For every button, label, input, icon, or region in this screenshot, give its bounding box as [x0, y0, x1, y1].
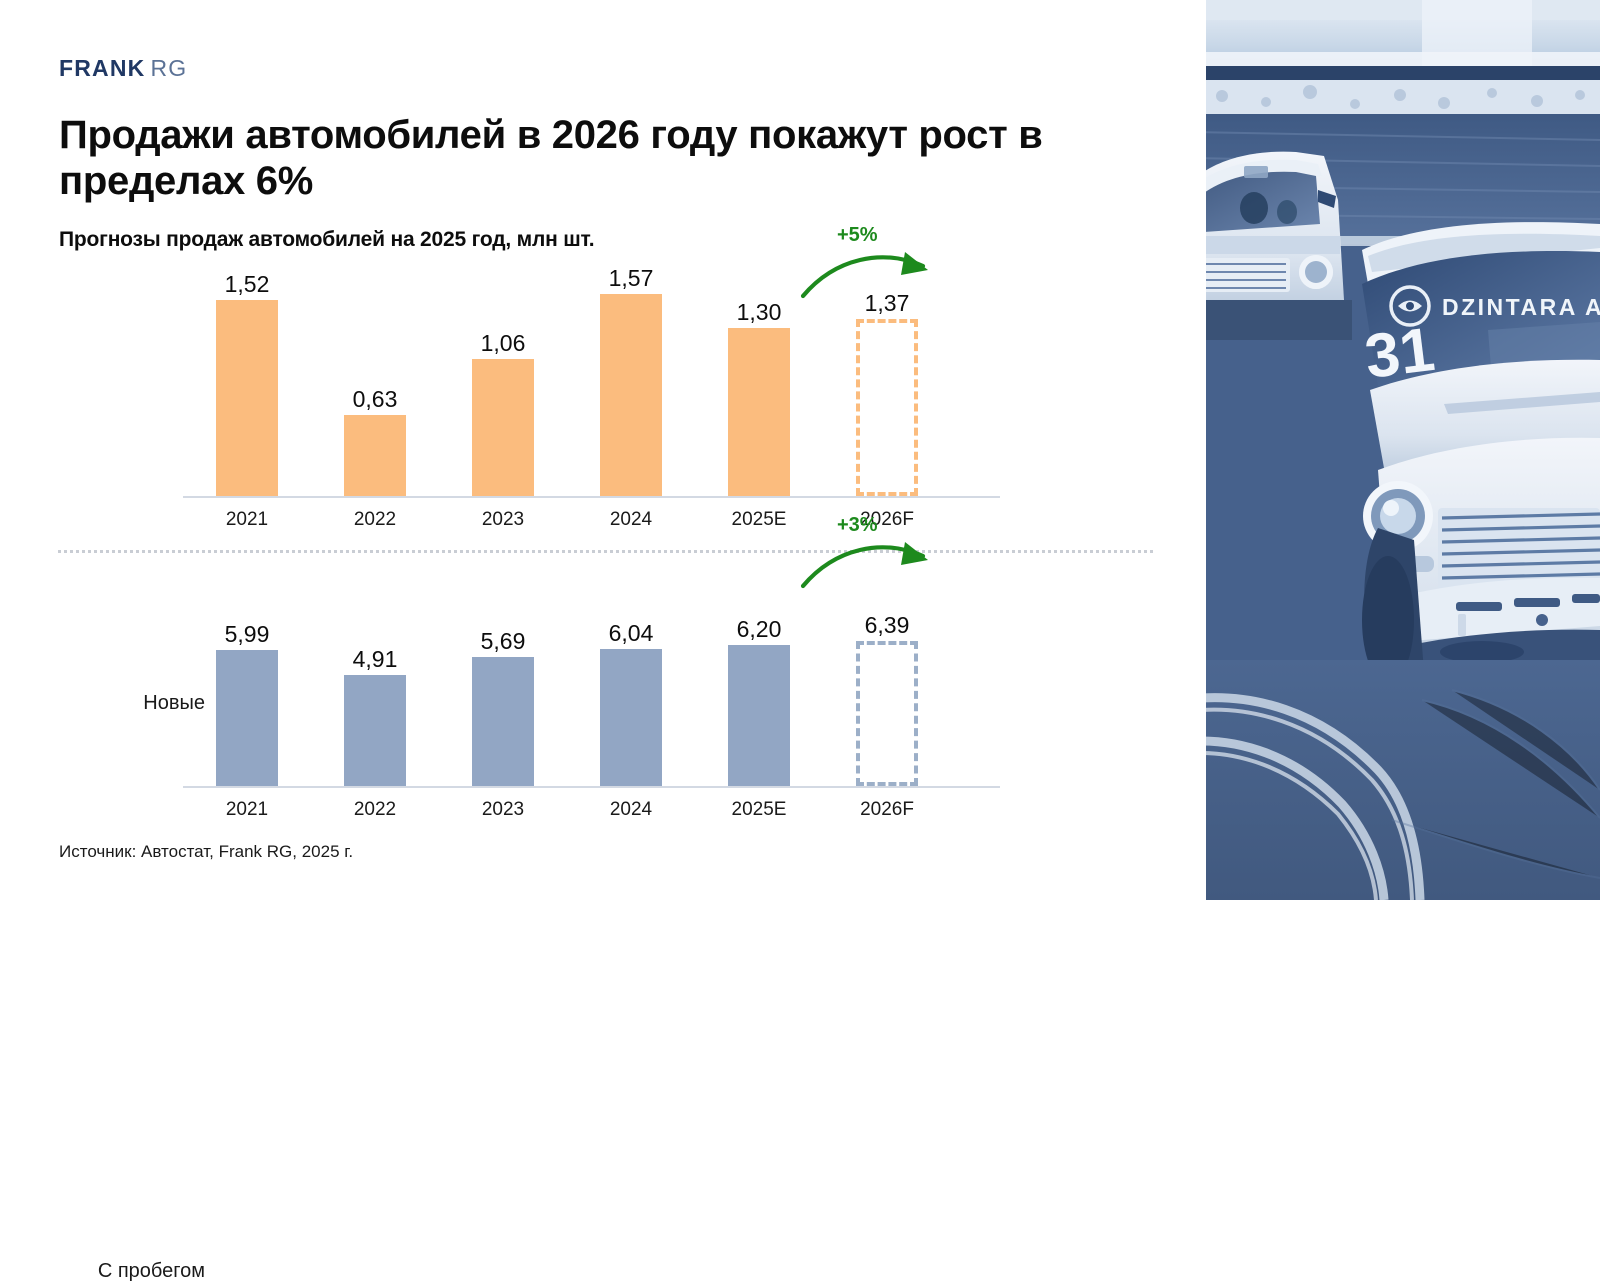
bar-value: 6,20	[736, 616, 782, 642]
bar-value: 1,30	[736, 299, 782, 325]
bar-value: 5,69	[480, 628, 526, 654]
bar-value: 6,39	[864, 612, 910, 638]
bar[interactable]	[728, 645, 790, 786]
bar-group-2025e-new[interactable]: 1,30 2025E	[695, 272, 823, 530]
axis-tick-label: 2025E	[731, 509, 787, 530]
bar[interactable]	[216, 650, 278, 786]
bar-value: 1,06	[480, 330, 526, 356]
bar[interactable]	[472, 657, 534, 786]
axis-tick-label: 2026F	[860, 509, 914, 530]
axis-tick-label: 2023	[481, 509, 525, 530]
bar[interactable]	[600, 294, 662, 496]
axis-tick-label: 2022	[353, 509, 397, 530]
bar[interactable]	[344, 415, 406, 496]
bar-group-2023-used[interactable]: 5,69 2023	[439, 562, 567, 820]
chart-used-cars-axis	[183, 786, 1000, 788]
bar-value: 1,37	[864, 290, 910, 316]
chart-new-cars-plot: 1,52 2021 0,63 2022 1,06 2023 1,57 2024	[183, 224, 1000, 530]
frank-rg-logo: FRANK RG	[59, 55, 187, 82]
page-title: Продажи автомобилей в 2026 году покажут …	[59, 113, 1043, 204]
bar[interactable]	[216, 300, 278, 496]
axis-tick-label: 2026F	[860, 799, 914, 820]
content-area: FRANK RG Продажи автомобилей в 2026 году …	[0, 55, 1153, 1282]
bar-value: 0,63	[352, 386, 398, 412]
axis-tick-label: 2024	[609, 799, 653, 820]
bar-group-2024-used[interactable]: 6,04 2024	[567, 562, 695, 820]
chart-used-cars-label: С пробегом	[97, 1260, 205, 1282]
bar-group-2021-used[interactable]: 5,99 2021	[183, 562, 311, 820]
axis-tick-label: 2024	[609, 509, 653, 530]
section-divider	[58, 550, 1153, 553]
bar-forecast[interactable]	[856, 319, 918, 496]
axis-tick-label: 2021	[225, 509, 269, 530]
axis-tick-label: 2023	[481, 799, 525, 820]
bar-group-2022-used[interactable]: 4,91 2022	[311, 562, 439, 820]
bar[interactable]	[472, 359, 534, 496]
bar[interactable]	[344, 675, 406, 786]
bar-value: 1,52	[224, 271, 270, 297]
bar-value: 4,91	[352, 646, 398, 672]
logo-secondary-text: RG	[150, 55, 188, 81]
chart-used-cars-plot: 5,99 2021 4,91 2022 5,69 2023 6,04 2024	[183, 514, 1000, 820]
background-car	[1192, 151, 1352, 340]
car-sponsor-text: DZINTARA AP	[1442, 294, 1600, 320]
source-note: Источник: Автостат, Frank RG, 2025 г.	[59, 842, 354, 861]
chart-new-cars: Новые	[0, 272, 1060, 714]
bar[interactable]	[728, 328, 790, 496]
bar-group-2024-new[interactable]: 1,57 2024	[567, 265, 695, 530]
bar-group-2023-new[interactable]: 1,06 2023	[439, 272, 567, 530]
chart-new-cars-axis	[183, 496, 1000, 498]
axis-tick-label: 2021	[225, 799, 269, 820]
logo-primary-text: FRANK	[59, 55, 146, 81]
bar-group-2021-new[interactable]: 1,52 2021	[183, 271, 311, 530]
bar-group-2025e-used[interactable]: 6,20 2025E	[695, 562, 823, 820]
bar[interactable]	[600, 649, 662, 786]
foreground-race-car: DZINTARA AP 31	[1361, 222, 1600, 684]
racing-photo-illustration: DZINTARA AP 31	[1192, 0, 1600, 900]
bar-forecast[interactable]	[856, 641, 918, 786]
bar-value: 6,04	[608, 620, 654, 646]
axis-tick-label: 2022	[353, 799, 397, 820]
page-subtitle: Прогнозы продаж автомобилей на 2025 год,…	[59, 228, 595, 251]
axis-tick-label: 2025E	[731, 799, 787, 820]
bar-value: 5,99	[224, 621, 270, 647]
bar-value: 1,57	[608, 265, 654, 291]
chart-new-cars-label: Новые	[143, 692, 205, 714]
bar-group-2022-new[interactable]: 0,63 2022	[311, 272, 439, 530]
racing-photo: DZINTARA AP 31	[1192, 0, 1600, 900]
bar-group-2026f-new[interactable]: 1,37 2026F	[823, 272, 951, 530]
bar-group-2026f-used[interactable]: 6,39 2026F	[823, 562, 951, 820]
